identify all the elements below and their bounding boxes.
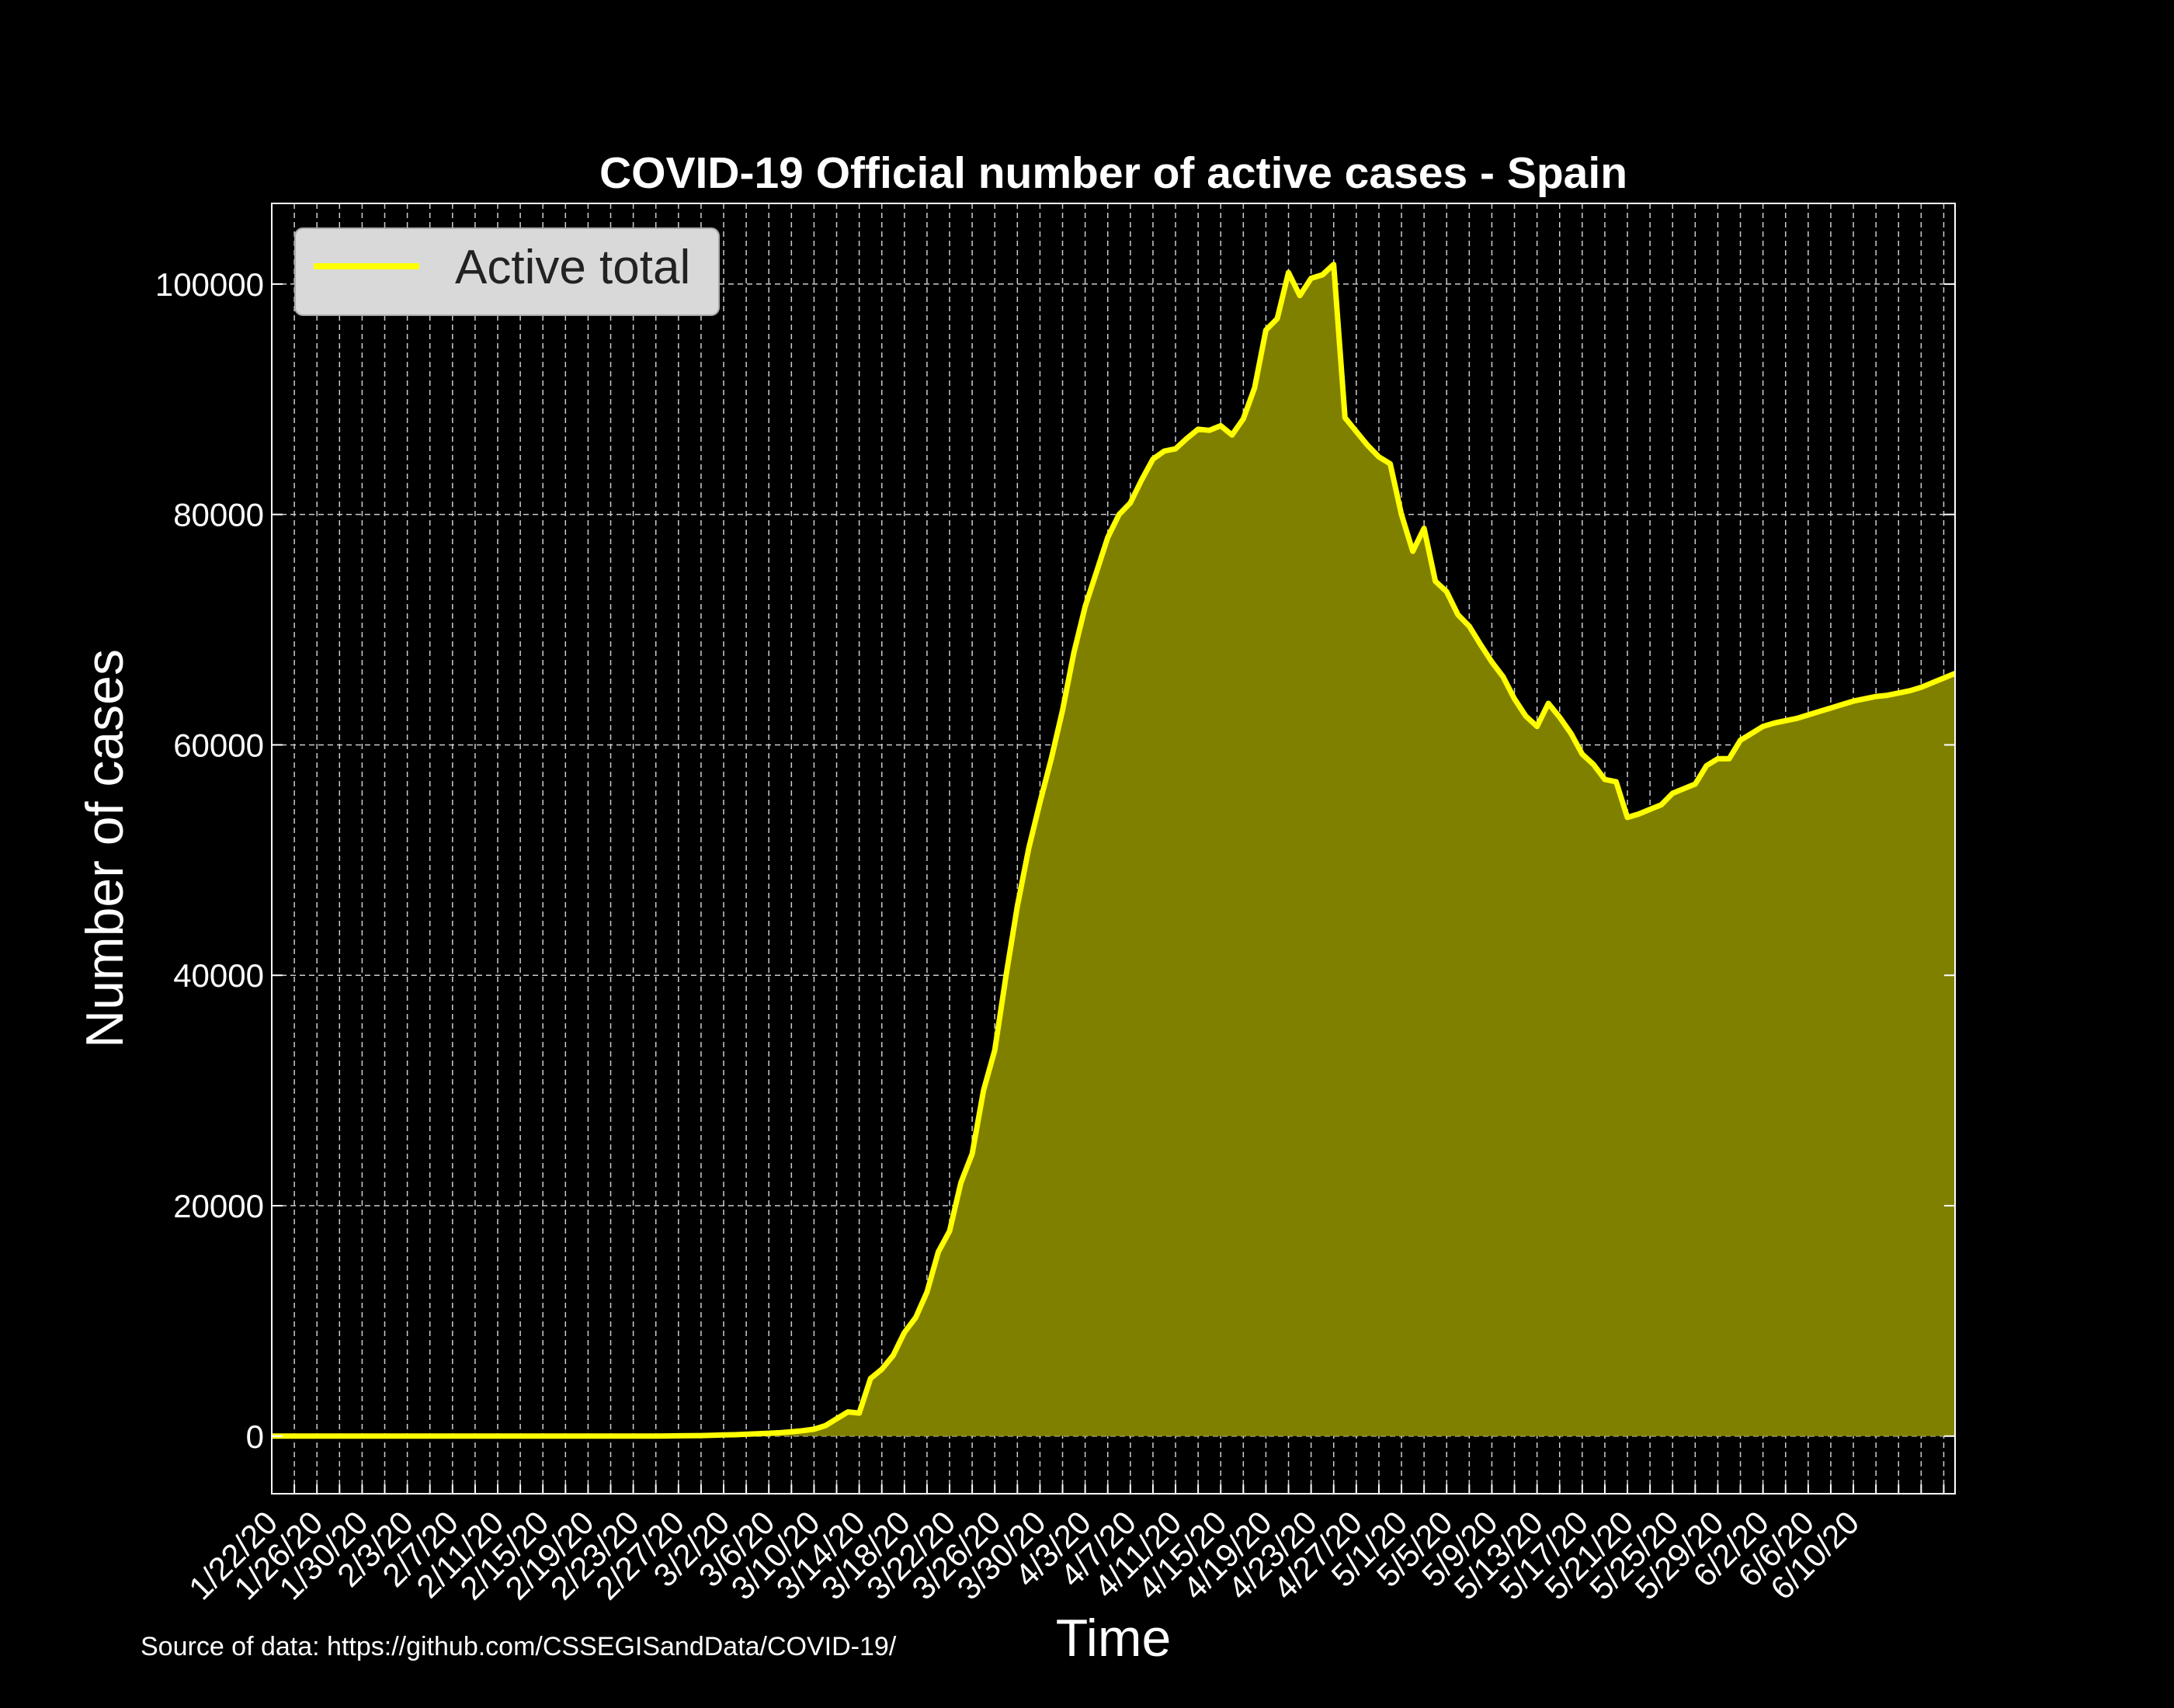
plot-frame [271,203,1956,1494]
y-tick-label: 20000 [173,1188,264,1224]
y-axis-label: Number of cases [75,649,134,1048]
legend: Active total [294,227,720,316]
series-area-active-total [272,264,1955,1436]
y-axis: 0 20000 40000 60000 80000 100000 [155,266,1955,1455]
y-tick-label: 100000 [155,266,264,303]
y-tick-label: 80000 [173,497,264,533]
x-axis-label: Time [1056,1609,1172,1668]
chart-title: COVID-19 Official number of active cases… [599,148,1627,198]
source-note: Source of data: https://github.com/CSSEG… [141,1632,897,1661]
series-line-active-total [272,262,1957,1439]
y-tick-label: 40000 [173,957,264,994]
y-tick-label: 0 [246,1418,264,1455]
y-tick-label: 60000 [173,727,264,763]
legend-box [294,227,720,316]
legend-label: Active total [455,241,690,294]
